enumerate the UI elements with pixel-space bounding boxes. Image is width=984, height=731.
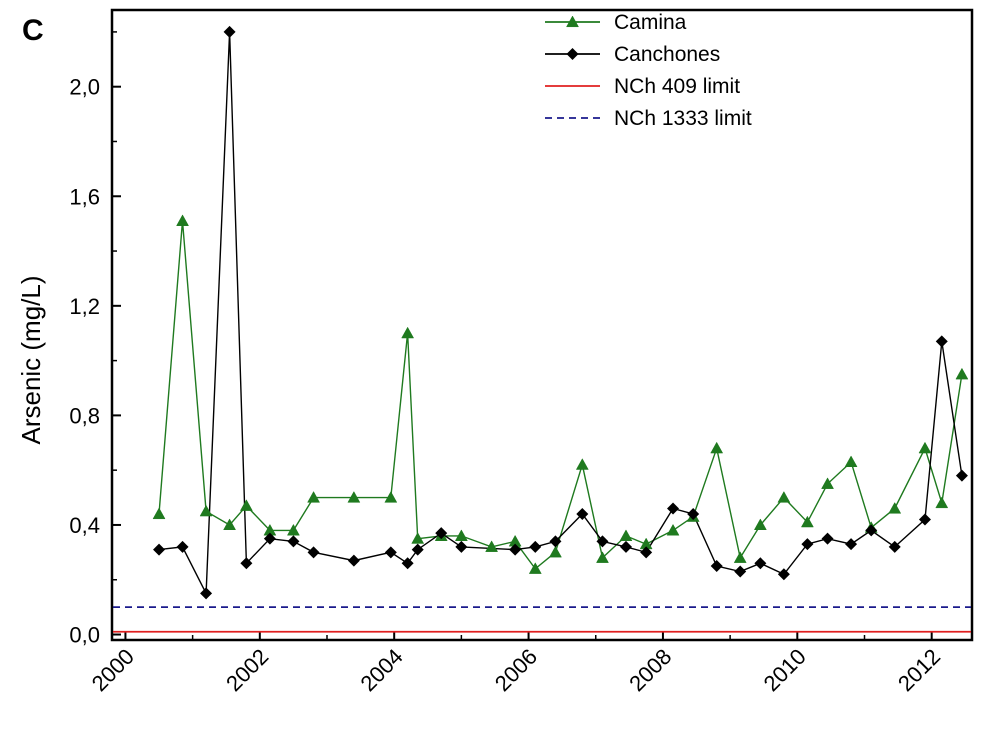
data-point-diamond [223, 25, 236, 38]
data-point-triangle [888, 502, 902, 514]
data-point-triangle [549, 545, 562, 558]
data-point-triangle [152, 507, 166, 520]
data-point-diamond [263, 532, 276, 545]
y-tick-label: 1,6 [69, 184, 100, 209]
x-tick-label: 2008 [624, 644, 676, 696]
data-point-triangle [753, 518, 767, 531]
data-point-diamond [754, 557, 767, 570]
data-point-diamond [455, 540, 468, 553]
y-tick-label: 0,4 [69, 513, 100, 538]
data-point-triangle [528, 562, 542, 574]
series-lines [158, 31, 963, 597]
y-axis-label: Arsenic (mg/L) [16, 275, 46, 444]
plot-frame [110, 8, 974, 642]
data-point-diamond [845, 538, 858, 551]
data-point-diamond [865, 524, 878, 537]
data-point-triangle [176, 214, 189, 226]
data-point-triangle [800, 515, 814, 528]
data-point-diamond [888, 540, 901, 553]
data-point-diamond [935, 335, 948, 348]
y-tick-label: 1,2 [69, 294, 100, 319]
data-point-triangle [411, 532, 425, 544]
data-point-diamond [710, 560, 723, 573]
x-tick-label: 2002 [221, 644, 273, 696]
data-point-triangle [223, 518, 237, 531]
data-point-diamond [918, 513, 931, 526]
reference-lines [113, 606, 971, 633]
data-point-diamond [347, 554, 360, 567]
data-point-triangle [955, 367, 969, 380]
data-point-triangle [566, 15, 579, 28]
data-point-diamond [667, 502, 680, 515]
data-point-triangle [286, 523, 300, 536]
data-point-triangle [710, 441, 724, 454]
series-line [158, 220, 963, 570]
data-point-triangle [401, 326, 415, 339]
data-point-triangle [619, 529, 633, 541]
data-point-diamond [240, 557, 253, 570]
data-point-triangle [844, 455, 858, 468]
data-point-triangle [239, 499, 253, 511]
data-point-diamond [687, 508, 700, 520]
data-point-diamond [777, 568, 790, 581]
data-point-triangle [918, 441, 932, 454]
data-point-triangle [777, 491, 791, 503]
data-point-diamond [435, 527, 448, 540]
data-point-diamond [955, 469, 968, 482]
data-point-triangle [307, 491, 320, 503]
data-point-diamond [200, 587, 213, 600]
legend-label: NCh 1333 limit [614, 107, 752, 130]
data-point-diamond [509, 543, 522, 556]
legend-label: Camina [614, 11, 687, 34]
x-tick-label: 2000 [87, 644, 139, 696]
data-point-triangle [935, 496, 949, 509]
data-point-triangle [199, 504, 213, 517]
series-line [158, 31, 963, 597]
x-tick-label: 2004 [355, 644, 407, 696]
data-point-triangle [821, 477, 834, 489]
legend-label: NCh 409 limit [614, 75, 740, 98]
data-point-diamond [576, 508, 589, 520]
x-tick-label: 2006 [490, 644, 542, 696]
data-point-triangle [485, 540, 499, 552]
y-tick-label: 0,0 [69, 623, 100, 648]
data-point-diamond [411, 543, 424, 556]
data-point-diamond [401, 557, 414, 570]
data-point-diamond [287, 535, 300, 548]
data-point-triangle [384, 491, 398, 503]
data-point-diamond [619, 540, 632, 553]
data-point-triangle [575, 458, 589, 470]
data-point-triangle [596, 551, 609, 563]
y-axis: 0,0 0,4 0,8 1,2 1,6 2,0 [69, 31, 121, 648]
data-point-diamond [640, 546, 653, 559]
data-point-diamond [153, 543, 166, 556]
x-tick-label: 2012 [893, 644, 945, 696]
data-point-diamond [549, 535, 562, 548]
data-point-triangle [733, 551, 747, 563]
data-point-diamond [801, 538, 814, 551]
data-point-diamond [384, 546, 397, 559]
data-point-diamond [596, 535, 609, 548]
legend-label: Canchones [614, 43, 720, 66]
data-point-diamond [307, 546, 320, 559]
legend: Camina Canchones NCh 409 limit NCh 1333 lim… [545, 11, 752, 130]
data-point-diamond [734, 565, 747, 578]
data-point-diamond [176, 540, 189, 553]
data-point-triangle [347, 491, 361, 503]
y-tick-label: 2,0 [69, 75, 100, 100]
data-point-diamond [529, 540, 542, 553]
panel-letter: C [22, 14, 44, 47]
data-point-triangle [454, 529, 468, 541]
y-tick-label: 0,8 [69, 403, 100, 428]
data-point-diamond [821, 532, 834, 545]
series-markers [152, 25, 969, 600]
data-point-diamond [566, 48, 579, 60]
data-point-triangle [666, 523, 680, 536]
x-tick-label: 2010 [759, 644, 811, 696]
